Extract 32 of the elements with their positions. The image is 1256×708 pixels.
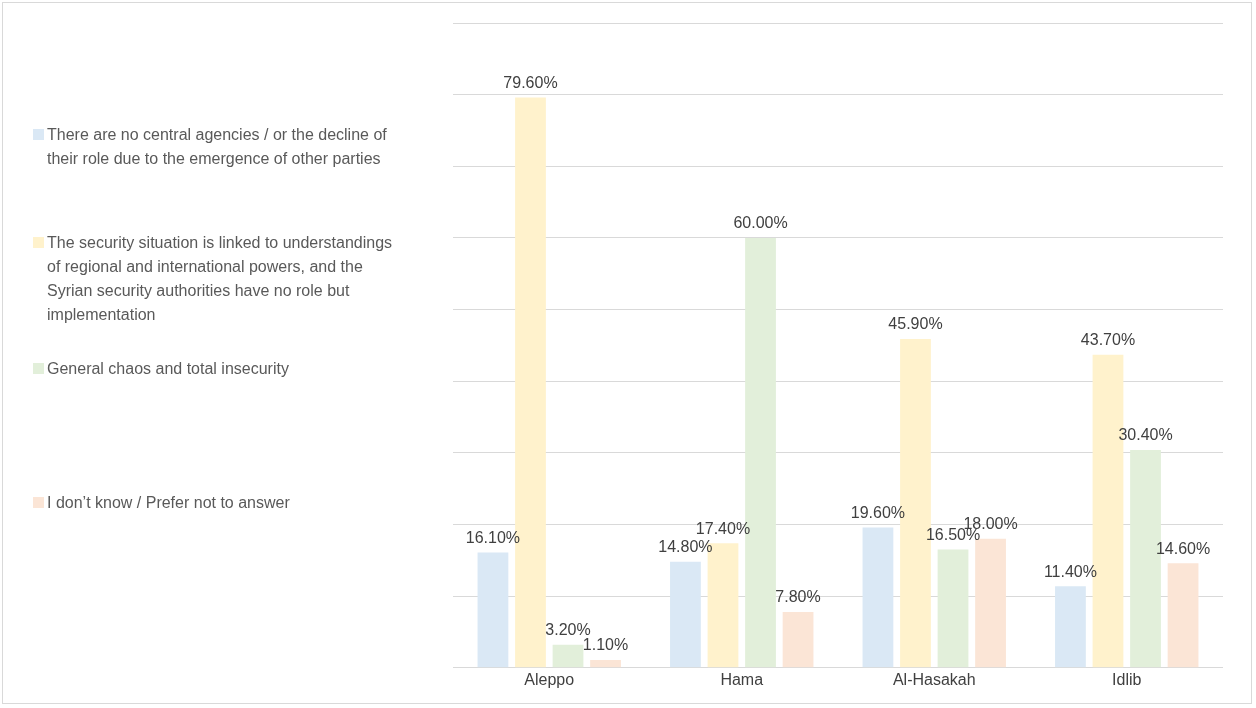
legend-label: There are no central agencies / or the decline of their role due to the emergence of other parties	[46, 125, 388, 169]
legend-label: General chaos and total insecurity	[46, 359, 290, 379]
data-label: 16.10%	[465, 528, 521, 546]
data-label: 43.70%	[1080, 331, 1136, 349]
x-tick-label: Aleppo	[524, 670, 575, 688]
x-tick-label: Hama	[720, 670, 764, 688]
bar	[552, 644, 584, 668]
bar	[937, 549, 969, 668]
bar	[670, 561, 701, 668]
data-label: 30.40%	[1118, 426, 1173, 444]
data-label: 3.20%	[545, 621, 591, 639]
bar	[862, 527, 894, 668]
data-label: 17.40%	[695, 519, 751, 537]
data-label: 14.80%	[658, 538, 713, 556]
data-label: 79.60%	[503, 73, 558, 91]
data-label: 11.40%	[1043, 562, 1097, 580]
data-label: 45.90%	[888, 315, 943, 333]
x-tick-label: Idlib	[1112, 670, 1142, 688]
data-label: 19.60%	[850, 503, 906, 521]
bar	[782, 611, 814, 668]
bar	[1055, 586, 1086, 668]
bar	[590, 659, 621, 668]
bar	[975, 538, 1006, 668]
x-tick-label: Al-Hasakah	[892, 670, 976, 688]
data-label: 60.00%	[733, 214, 788, 232]
legend-label: The security situation is linked to understandings of regional and international powers, and the Syrian security authorities have no role but implementation	[46, 233, 394, 325]
bar	[1167, 563, 1199, 668]
data-label: 1.10%	[582, 636, 629, 654]
bar	[477, 552, 509, 668]
data-label: 14.60%	[1155, 539, 1211, 557]
legend-label: I don’t know / Prefer not to answer	[46, 493, 291, 513]
data-label: 7.80%	[775, 588, 821, 606]
